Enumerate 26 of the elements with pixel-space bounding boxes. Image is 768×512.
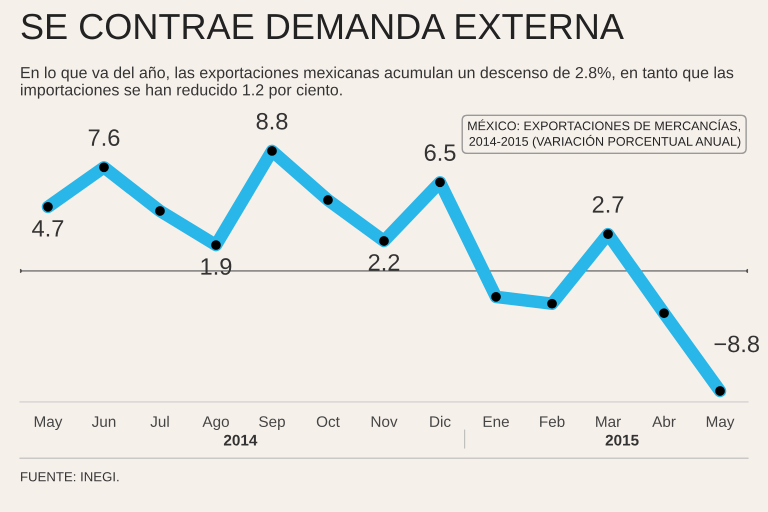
text: 2014 (224, 434, 258, 446)
data-label: −8.8 (714, 336, 759, 352)
x-tick-label: May (34, 416, 62, 430)
data-label: 2.7 (592, 196, 624, 213)
data-label: 7.6 (88, 129, 120, 146)
x-tick-label: Abr (652, 416, 676, 428)
text: MÉXICO: EXPORTACIONES DE MERCANCÍAS, 2014-2015 (VARIACIÓN PORCENTUAL ANUAL) (468, 119, 740, 148)
data-label: 4.7 (32, 220, 64, 236)
x-tick-label: Dic (430, 416, 451, 428)
x-tick-label: Mar (596, 416, 621, 428)
x-tick-label: Nov (372, 416, 398, 428)
x-tick-label: Jul (150, 416, 169, 428)
x-tick-label: May (706, 416, 734, 430)
data-label: 2.2 (368, 254, 400, 271)
text: 2015 (606, 434, 639, 446)
source-note: FUENTE: INEGI. (21, 472, 118, 482)
data-label: 6.5 (424, 144, 456, 161)
x-tick-label: Feb (540, 416, 565, 428)
x-tick-label: Ago (202, 416, 229, 430)
x-tick-label: Sep (259, 416, 285, 430)
x-tick-label: Oct (316, 416, 340, 428)
x-tick-label: Jun (92, 416, 116, 428)
x-tick-label: Ene (484, 416, 509, 428)
chart-title: SE CONTRAE DEMANDA EXTERNA (22, 14, 624, 40)
data-label: 8.8 (256, 112, 288, 130)
chart-subtitle: En lo que va del año, las exportaciones mexicanas acumulan un descenso de 2.8%, en tanto que las importaciones se han reducido 1.2 por ciento. (21, 66, 734, 99)
